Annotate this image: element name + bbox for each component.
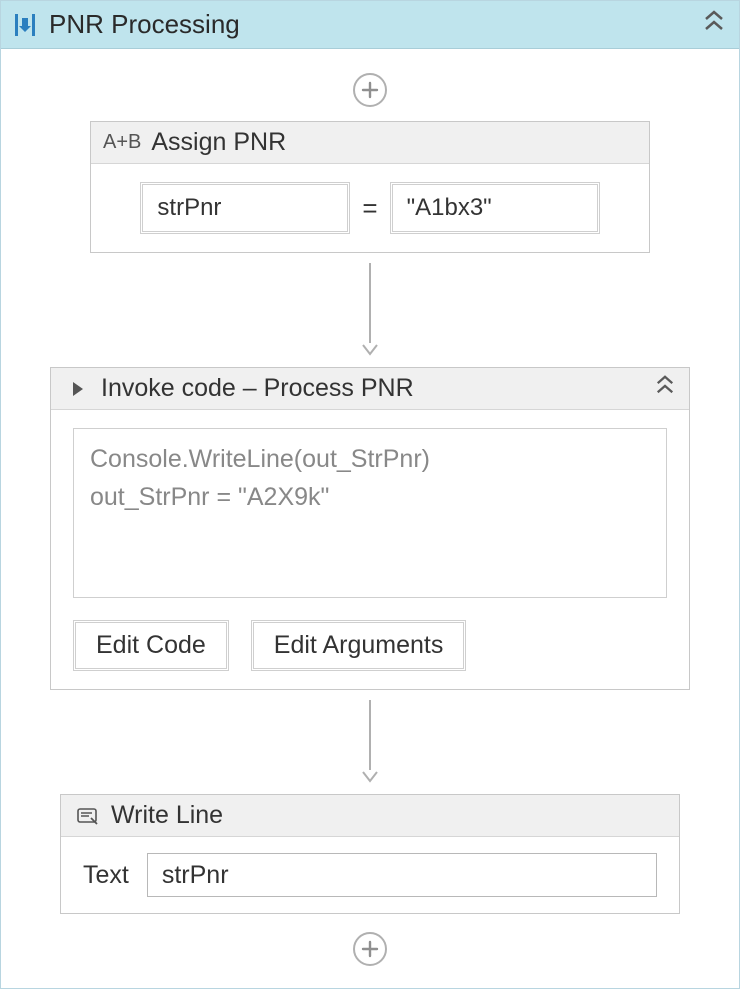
sequence-icon bbox=[11, 11, 39, 39]
writeline-body: Text bbox=[61, 837, 679, 913]
invoke-buttons: Edit Code Edit Arguments bbox=[73, 620, 667, 671]
sequence-header[interactable]: PNR Processing bbox=[1, 1, 739, 49]
code-textarea[interactable]: Console.WriteLine(out_StrPnr) out_StrPnr… bbox=[73, 428, 667, 598]
writeline-text-input[interactable] bbox=[147, 853, 657, 897]
assign-value-input[interactable] bbox=[395, 187, 595, 229]
writeline-icon bbox=[73, 806, 103, 826]
assign-to-input[interactable] bbox=[145, 187, 345, 229]
assign-header: A+B Assign PNR bbox=[91, 122, 649, 164]
assign-activity[interactable]: A+B Assign PNR = bbox=[90, 121, 650, 253]
connector-2 bbox=[361, 700, 379, 784]
connector-1 bbox=[361, 263, 379, 357]
invoke-title: Invoke code – Process PNR bbox=[101, 374, 414, 403]
edit-arguments-button[interactable]: Edit Arguments bbox=[251, 620, 467, 671]
add-activity-top-button[interactable] bbox=[353, 73, 387, 107]
writeline-activity[interactable]: Write Line Text bbox=[60, 794, 680, 914]
invoke-body: Console.WriteLine(out_StrPnr) out_StrPnr… bbox=[51, 410, 689, 689]
assign-value-wrap bbox=[390, 182, 600, 234]
assign-body: = bbox=[91, 164, 649, 252]
writeline-text-label: Text bbox=[83, 861, 129, 890]
writeline-title: Write Line bbox=[111, 801, 223, 830]
invoke-code-activity[interactable]: Invoke code – Process PNR Console.WriteL… bbox=[50, 367, 690, 690]
edit-code-button[interactable]: Edit Code bbox=[73, 620, 229, 671]
writeline-header: Write Line bbox=[61, 795, 679, 837]
collapse-icon[interactable] bbox=[703, 9, 725, 40]
invoke-collapse-icon[interactable] bbox=[655, 374, 675, 403]
assign-to-wrap bbox=[140, 182, 350, 234]
sequence-body: A+B Assign PNR = bbox=[1, 49, 739, 984]
invoke-header: Invoke code – Process PNR bbox=[51, 368, 689, 410]
sequence-container: PNR Processing A+B Assign PNR = bbox=[0, 0, 740, 989]
equals-sign: = bbox=[362, 193, 377, 224]
assign-icon: A+B bbox=[103, 131, 141, 154]
assign-title: Assign PNR bbox=[151, 128, 286, 157]
sequence-title: PNR Processing bbox=[49, 9, 240, 40]
expand-icon[interactable] bbox=[63, 380, 93, 398]
add-activity-bottom-button[interactable] bbox=[353, 932, 387, 966]
